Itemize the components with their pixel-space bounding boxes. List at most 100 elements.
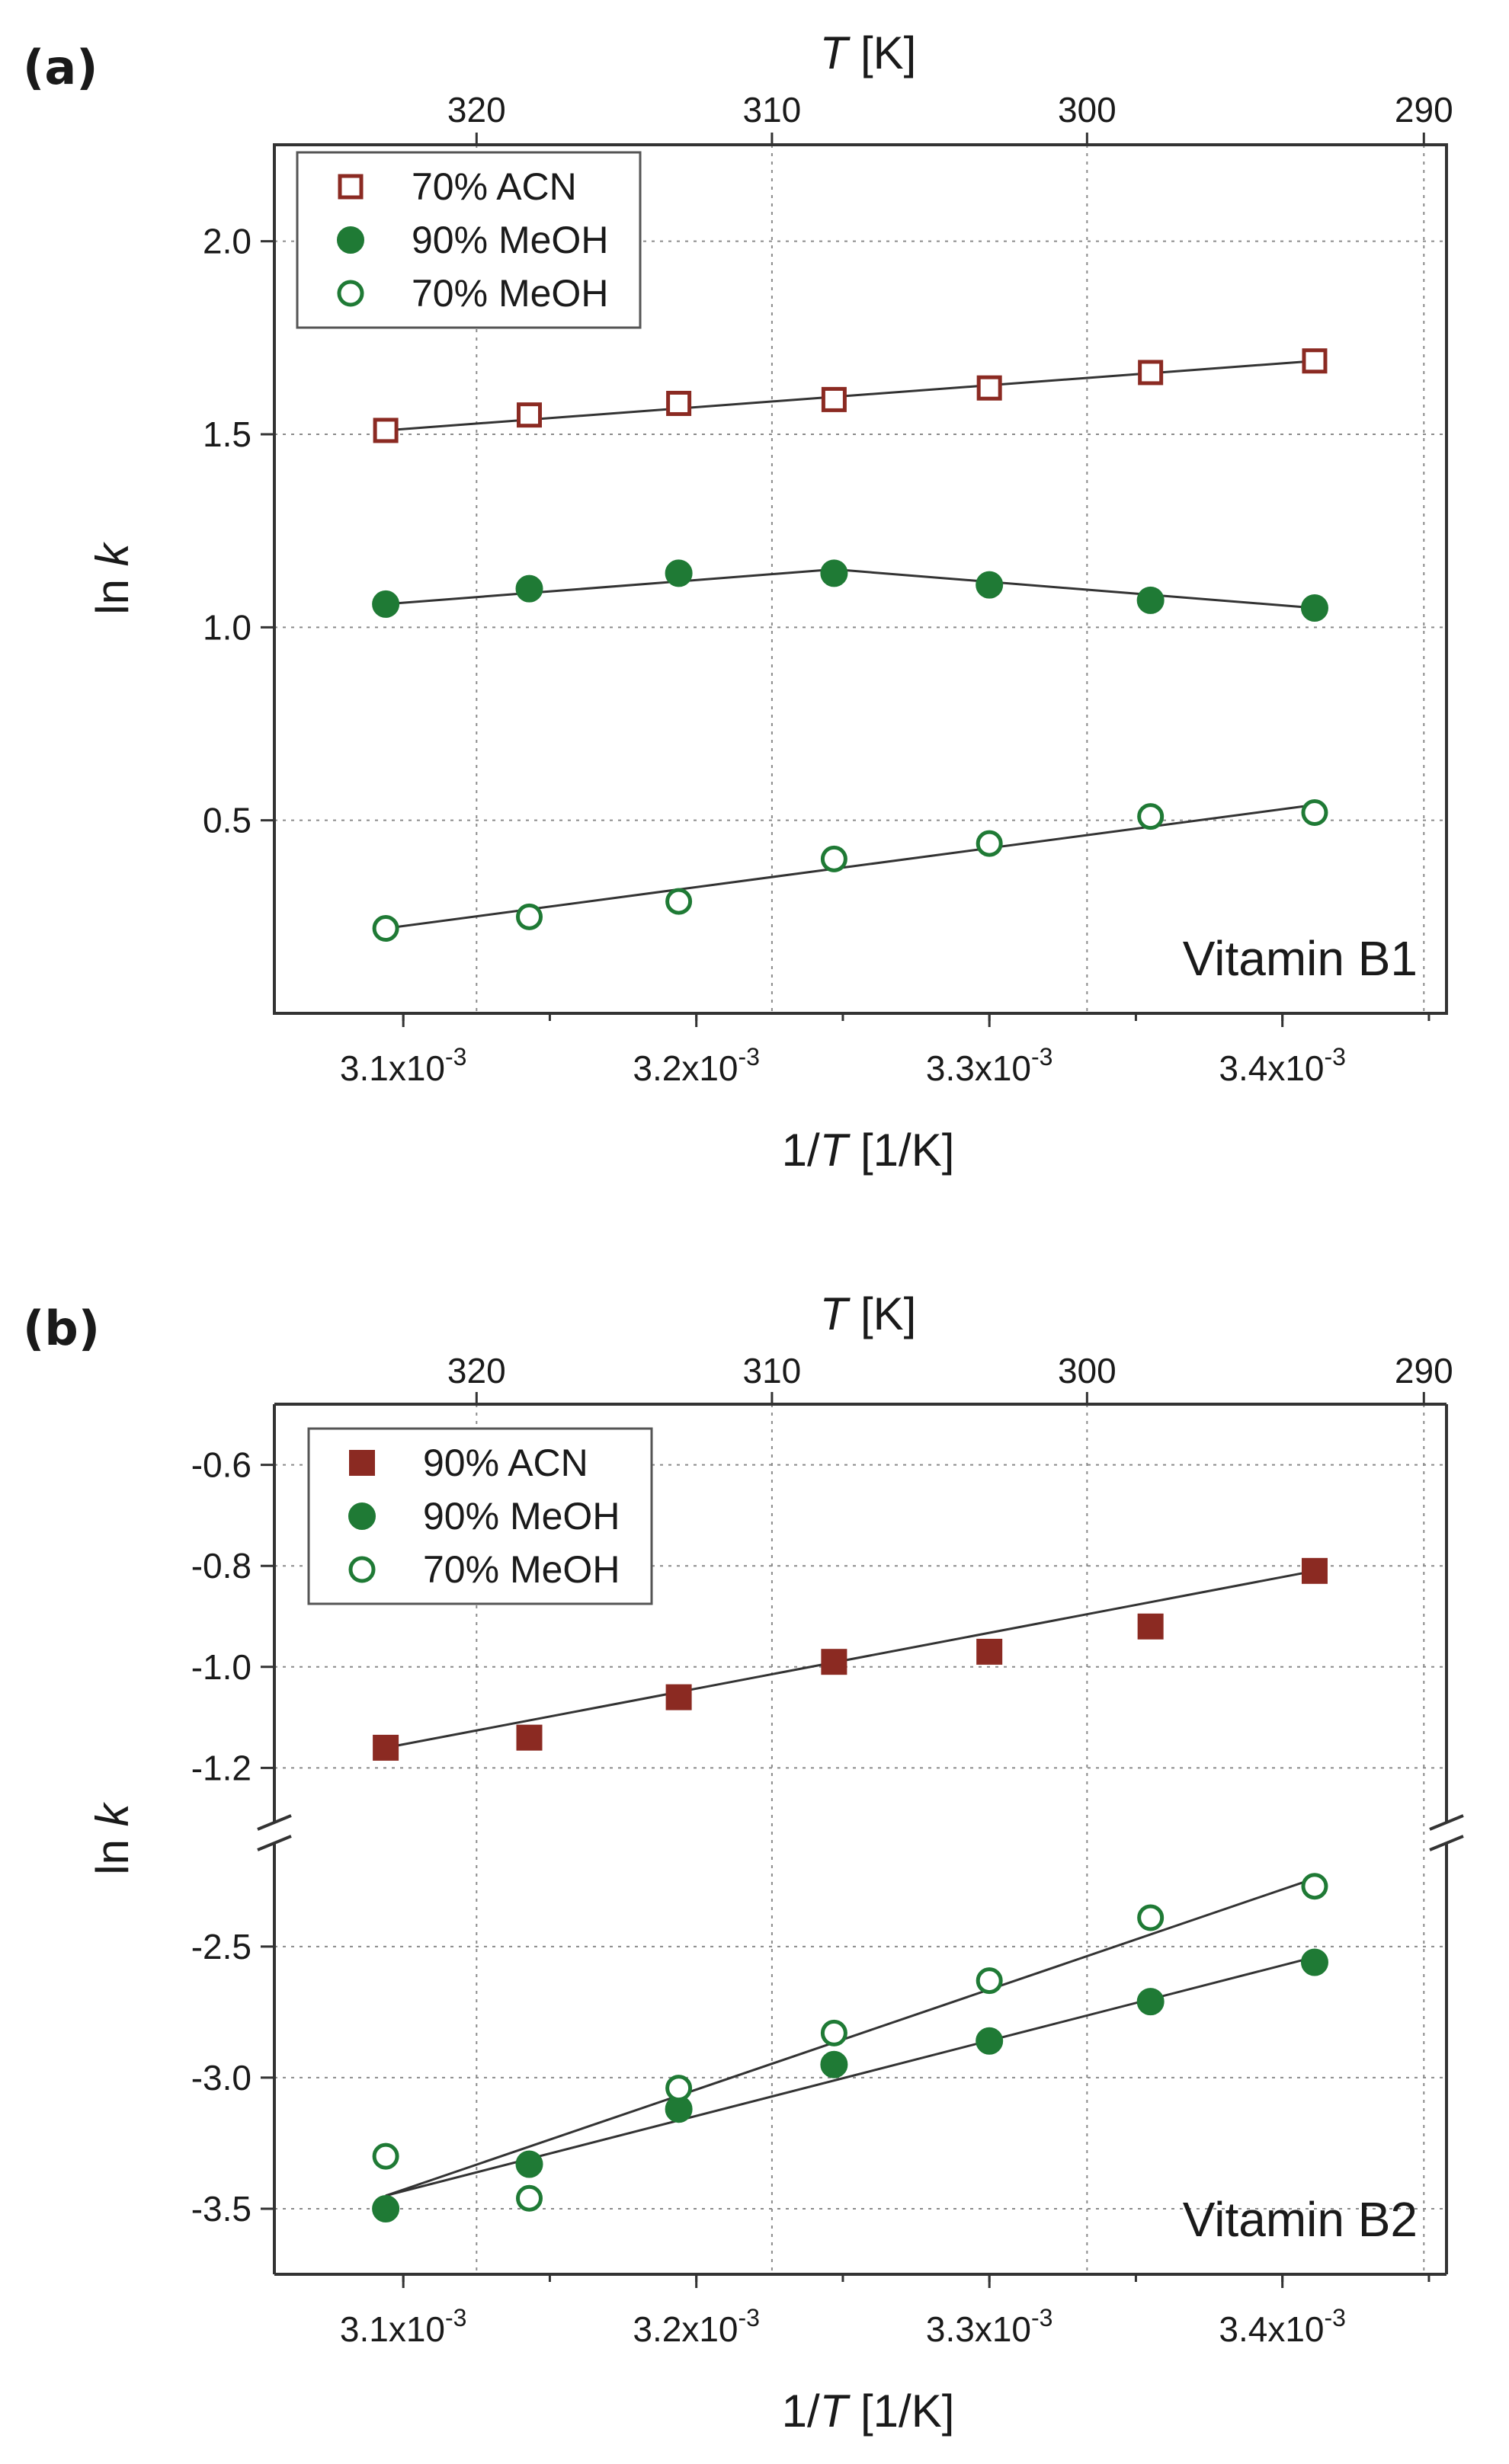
data-point bbox=[820, 2019, 847, 2046]
legend-marker bbox=[338, 174, 364, 200]
panel-label: (b) bbox=[23, 1301, 100, 1356]
data-point bbox=[372, 915, 399, 942]
x-tick-label: 3.3x10-3 bbox=[926, 1043, 1053, 1088]
y-tick-label: 1.0 bbox=[203, 607, 252, 647]
y-tick-label: 0.5 bbox=[203, 801, 252, 840]
y-tick-label: -0.8 bbox=[191, 1546, 252, 1586]
data-point bbox=[665, 888, 693, 915]
x-tick-exponent: -3 bbox=[1031, 1043, 1052, 1070]
fit-line-90-acn bbox=[385, 1570, 1315, 1749]
x-tick-label: 3.2x10-3 bbox=[633, 1043, 760, 1088]
data-point bbox=[976, 1638, 1003, 1665]
fit-line-70-meoh bbox=[385, 1877, 1315, 2197]
data-point bbox=[373, 1734, 399, 1761]
x-tick-mantissa: 3.2x10 bbox=[633, 1048, 738, 1088]
x-axis-title: 1/T [1/K] bbox=[782, 1125, 955, 1176]
top-axis-title-unit: [K] bbox=[847, 1288, 916, 1339]
top-x-tick-label: 310 bbox=[743, 1351, 802, 1390]
data-point bbox=[976, 571, 1004, 599]
legend-marker bbox=[349, 1450, 375, 1476]
data-point bbox=[976, 1967, 1003, 1995]
data-point bbox=[373, 418, 399, 443]
x-tick-label: 3.1x10-3 bbox=[340, 2304, 467, 2349]
y-axis-title-prefix: ln bbox=[87, 566, 138, 614]
data-point bbox=[976, 2027, 1004, 2055]
top-x-tick-label: 290 bbox=[1395, 90, 1453, 130]
top-x-tick-label: 300 bbox=[1058, 90, 1117, 130]
top-axis-title-unit: [K] bbox=[847, 27, 916, 78]
legend-marker bbox=[337, 226, 364, 254]
x-tick-mantissa: 3.3x10 bbox=[926, 2309, 1031, 2349]
y-tick-label: -1.0 bbox=[191, 1647, 252, 1687]
top-axis-title-var: T bbox=[820, 1288, 851, 1339]
y-axis-title-var: k bbox=[87, 1801, 138, 1826]
x-tick-label: 3.4x10-3 bbox=[1219, 1043, 1346, 1088]
x-tick-exponent: -3 bbox=[738, 1043, 760, 1070]
data-point bbox=[1301, 1557, 1328, 1584]
x-axis-title: 1/T [1/K] bbox=[782, 2386, 955, 2437]
x-tick-label: 3.3x10-3 bbox=[926, 2304, 1053, 2349]
top-x-tick-label: 310 bbox=[743, 90, 802, 130]
vitamin-annotation: Vitamin B1 bbox=[1183, 931, 1418, 986]
x-axis-title-unit: [1/K] bbox=[847, 2386, 954, 2437]
data-point bbox=[666, 390, 692, 416]
legend-label: 90% MeOH bbox=[423, 1495, 620, 1538]
legend-label: 70% ACN bbox=[412, 165, 577, 208]
data-point bbox=[372, 590, 400, 618]
y-axis-title: ln k bbox=[87, 541, 138, 614]
x-axis-title-var: T bbox=[820, 2386, 851, 2437]
x-tick-mantissa: 3.4x10 bbox=[1219, 1048, 1324, 1088]
x-tick-exponent: -3 bbox=[738, 2304, 760, 2331]
x-tick-exponent: -3 bbox=[445, 1043, 466, 1070]
legend-marker bbox=[337, 280, 364, 307]
data-point bbox=[1300, 1948, 1328, 1976]
x-tick-label: 3.4x10-3 bbox=[1219, 2304, 1346, 2349]
x-tick-exponent: -3 bbox=[1325, 2304, 1346, 2331]
data-point bbox=[821, 1649, 847, 1675]
data-point bbox=[976, 375, 1002, 401]
x-axis-title-unit: [1/K] bbox=[847, 1125, 954, 1176]
vitamin-annotation: Vitamin B2 bbox=[1183, 2192, 1418, 2247]
top-axis-title: T [K] bbox=[820, 27, 917, 78]
top-axis-title-var: T bbox=[820, 27, 851, 78]
data-point bbox=[515, 574, 543, 603]
y-tick-label: -0.6 bbox=[191, 1445, 252, 1485]
data-point bbox=[516, 2184, 543, 2212]
x-axis-title-var: T bbox=[820, 1125, 851, 1176]
y-tick-label: -2.5 bbox=[191, 1927, 252, 1966]
x-tick-exponent: -3 bbox=[1325, 1043, 1346, 1070]
data-point bbox=[1301, 1873, 1328, 1900]
legend-label: 90% MeOH bbox=[412, 219, 608, 261]
y-axis-title: ln k bbox=[87, 1801, 138, 1874]
x-tick-mantissa: 3.1x10 bbox=[340, 2309, 445, 2349]
data-point bbox=[665, 2075, 693, 2102]
data-point bbox=[1137, 803, 1165, 830]
top-x-tick-label: 300 bbox=[1058, 1351, 1117, 1390]
axis-break-mark bbox=[257, 1814, 292, 1831]
y-tick-label: -3.5 bbox=[191, 2189, 252, 2229]
data-point bbox=[1137, 1904, 1165, 1931]
data-point bbox=[516, 903, 543, 930]
y-tick-label: 2.0 bbox=[203, 222, 252, 261]
axis-break-mark bbox=[257, 1835, 292, 1851]
y-tick-label: 1.5 bbox=[203, 414, 252, 454]
data-point bbox=[821, 386, 847, 412]
x-tick-mantissa: 3.1x10 bbox=[340, 1048, 445, 1088]
data-point bbox=[1300, 594, 1328, 622]
data-point bbox=[1138, 360, 1164, 386]
data-point bbox=[665, 1684, 692, 1710]
x-tick-mantissa: 3.2x10 bbox=[633, 2309, 738, 2349]
x-tick-exponent: -3 bbox=[1031, 2304, 1052, 2331]
data-point bbox=[1137, 1613, 1164, 1640]
top-x-tick-label: 320 bbox=[447, 1351, 506, 1390]
legend-label: 70% MeOH bbox=[412, 272, 608, 315]
top-x-tick-label: 290 bbox=[1395, 1351, 1453, 1390]
data-point bbox=[1302, 348, 1328, 374]
data-point bbox=[665, 559, 693, 587]
x-tick-label: 3.2x10-3 bbox=[633, 2304, 760, 2349]
x-tick-exponent: -3 bbox=[445, 2304, 466, 2331]
x-tick-label: 3.1x10-3 bbox=[340, 1043, 467, 1088]
panel-label: (a) bbox=[23, 40, 98, 95]
